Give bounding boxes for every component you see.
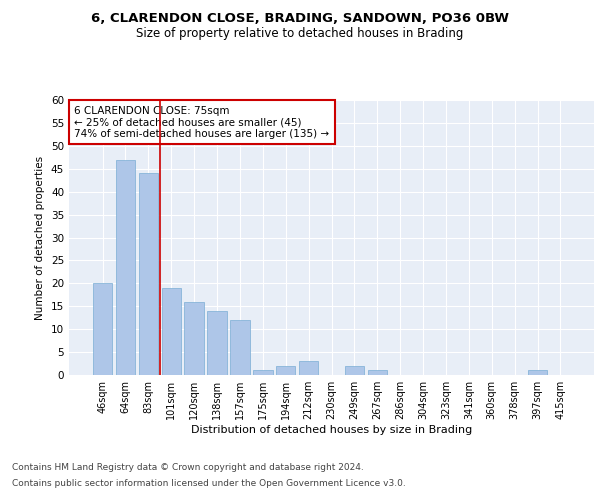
Bar	[344, 366, 364, 375]
Bar	[161, 288, 181, 375]
Bar	[368, 370, 387, 375]
Text: Size of property relative to detached houses in Brading: Size of property relative to detached ho…	[136, 28, 464, 40]
Bar	[276, 366, 295, 375]
Text: 6 CLARENDON CLOSE: 75sqm
← 25% of detached houses are smaller (45)
74% of semi-d: 6 CLARENDON CLOSE: 75sqm ← 25% of detach…	[74, 106, 329, 138]
Bar	[253, 370, 272, 375]
Bar	[208, 311, 227, 375]
Bar	[528, 370, 547, 375]
Bar	[139, 174, 158, 375]
X-axis label: Distribution of detached houses by size in Brading: Distribution of detached houses by size …	[191, 425, 472, 435]
Text: 6, CLARENDON CLOSE, BRADING, SANDOWN, PO36 0BW: 6, CLARENDON CLOSE, BRADING, SANDOWN, PO…	[91, 12, 509, 26]
Bar	[299, 361, 319, 375]
Bar	[230, 320, 250, 375]
Text: Contains HM Land Registry data © Crown copyright and database right 2024.: Contains HM Land Registry data © Crown c…	[12, 464, 364, 472]
Bar	[184, 302, 204, 375]
Y-axis label: Number of detached properties: Number of detached properties	[35, 156, 46, 320]
Bar	[93, 284, 112, 375]
Text: Contains public sector information licensed under the Open Government Licence v3: Contains public sector information licen…	[12, 478, 406, 488]
Bar	[116, 160, 135, 375]
